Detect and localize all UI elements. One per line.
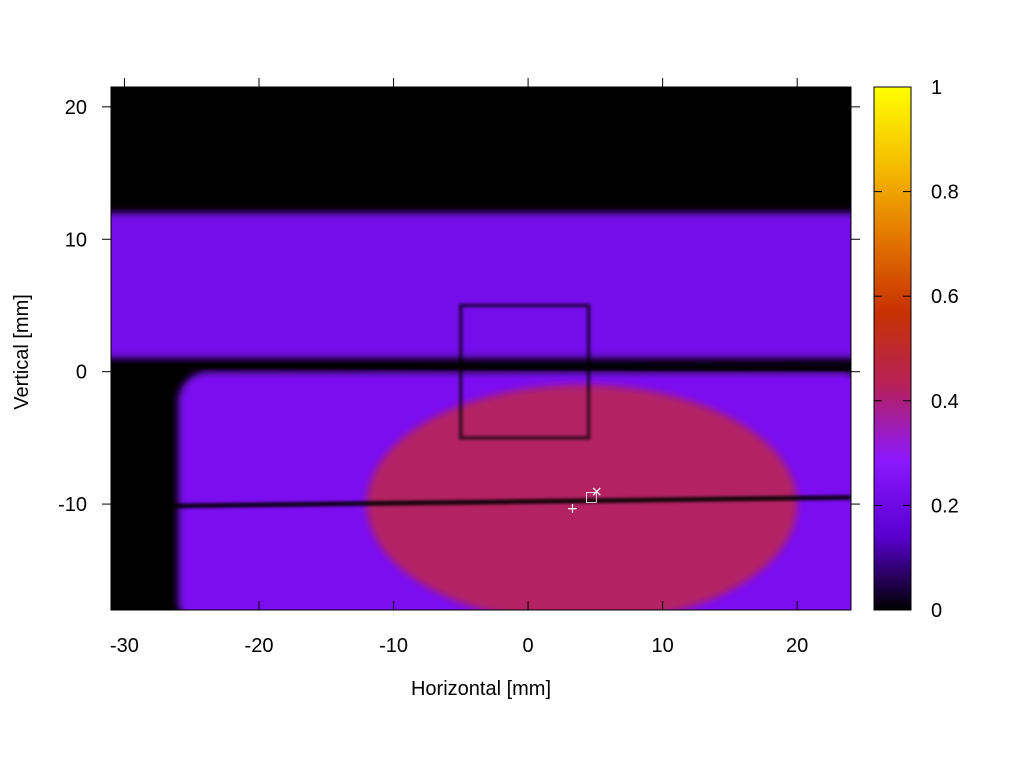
x-tick-label: 10 — [652, 635, 674, 657]
x-tick-label: 20 — [786, 635, 808, 657]
x-tick-label: -20 — [245, 635, 274, 657]
colorbar-tick-label: 0.2 — [931, 495, 959, 517]
x-axis-label: Horizontal [mm] — [411, 678, 551, 700]
beam-marker: □ — [585, 489, 598, 505]
colorbar-ticks: 0 0.2 0.4 0.6 0.8 1 — [874, 77, 959, 622]
colorbar-tick-label: 0.4 — [931, 391, 959, 413]
y-axis: -10 0 10 20 — [58, 97, 860, 516]
colorbar-gradient — [874, 87, 911, 610]
colorbar: 0 0.2 0.4 0.6 0.8 1 — [873, 77, 959, 622]
colorbar-tick-label: 0 — [931, 600, 942, 622]
aperture-rectangle — [458, 303, 591, 440]
x-axis: -30 -20 -10 0 10 20 — [110, 78, 808, 657]
heatmap-field — [111, 212, 851, 610]
central-spot — [366, 384, 798, 610]
colorbar-tick-label: 0.6 — [931, 286, 959, 308]
colorbar-tick-label: 0.8 — [931, 182, 959, 204]
y-tick-label: 0 — [76, 362, 87, 384]
beam-marker: × — [591, 484, 603, 500]
heatmap-dark-lines — [111, 212, 851, 610]
upper-band — [111, 212, 851, 359]
beam-markers: + □× — [567, 484, 603, 517]
y-tick-label: 10 — [65, 229, 87, 251]
x-tick-label: -30 — [110, 635, 139, 657]
colorbar-frame — [873, 86, 912, 611]
beam-marker: + — [567, 501, 579, 517]
y-axis-label: Vertical [mm] — [11, 294, 33, 410]
y-tick-label: -10 — [58, 494, 87, 516]
y-tick-label: 20 — [65, 97, 87, 119]
x-tick-label: 0 — [523, 635, 534, 657]
colorbar-tick-label: 1 — [931, 77, 942, 99]
x-tick-label: -10 — [379, 635, 408, 657]
heatmap-area — [111, 87, 851, 610]
dark-horizontal-line — [111, 362, 851, 372]
plot-frame — [110, 86, 852, 611]
dark-horizontal-line — [111, 494, 851, 510]
